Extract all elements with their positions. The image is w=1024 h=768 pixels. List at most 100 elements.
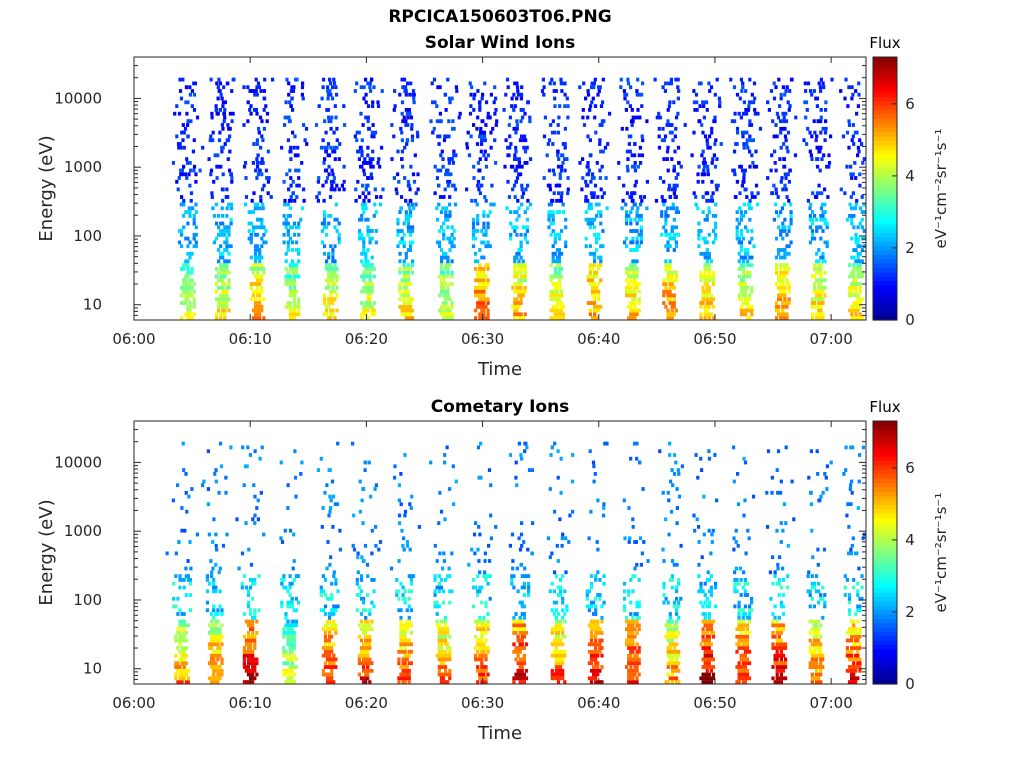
spectrogram-cell: [398, 289, 402, 294]
spectrogram-cell: [366, 646, 370, 650]
spectrogram-cell: [287, 187, 291, 192]
spectrogram-cell: [824, 100, 828, 105]
spectrogram-cell: [296, 600, 301, 605]
spectrogram-cell: [601, 77, 605, 82]
spectrogram-cell: [599, 187, 603, 192]
spectrogram-cell: [473, 92, 477, 97]
spectrogram-cell: [362, 251, 366, 256]
spectrogram-cell: [515, 232, 519, 237]
spectrogram-cell: [516, 649, 520, 654]
spectrogram-cell: [402, 308, 406, 313]
spectrogram-cell: [325, 566, 329, 571]
spectrogram-cell: [441, 206, 445, 211]
spectrogram-cell: [249, 104, 253, 108]
spectrogram-cell: [557, 210, 562, 214]
spectrogram-cell: [237, 566, 241, 571]
spectrogram-cell: [244, 653, 248, 658]
spectrogram-cell: [407, 623, 411, 628]
spectrogram-cell: [781, 111, 785, 116]
spectrogram-cell: [488, 574, 492, 578]
spectrogram-cell: [480, 229, 484, 233]
spectrogram-cell: [332, 77, 336, 82]
spectrogram-cell: [322, 221, 327, 226]
spectrogram-cell: [329, 297, 333, 302]
spectrogram-cell: [389, 566, 394, 571]
spectrogram-cell: [668, 301, 672, 305]
spectrogram-cell: [702, 104, 706, 108]
spectrogram-cell: [707, 251, 711, 256]
spectrogram-cell: [668, 267, 672, 271]
spectrogram-cell: [283, 198, 287, 203]
spectrogram-cell: [330, 649, 334, 654]
spectrogram-cell: [366, 176, 370, 180]
spectrogram-cell: [671, 206, 675, 211]
spectrogram-cell: [513, 301, 517, 305]
colorbar-segment: [873, 122, 897, 128]
spectrogram-cell: [409, 589, 413, 594]
spectrogram-cell: [242, 649, 246, 654]
spectrogram-cell: [444, 210, 448, 214]
spectrogram-cell: [359, 661, 364, 666]
spectrogram-cell: [813, 297, 817, 302]
spectrogram-cell: [223, 225, 227, 230]
spectrogram-cell: [557, 259, 562, 264]
spectrogram-cell: [480, 672, 484, 677]
spectrogram-cell: [779, 312, 783, 317]
spectrogram-cell: [714, 236, 718, 241]
spectrogram-cell: [400, 111, 404, 116]
spectrogram-cell: [781, 229, 785, 233]
spectrogram-cell: [223, 259, 227, 264]
spectrogram-cell: [188, 312, 192, 317]
spectrogram-cell: [779, 130, 783, 135]
spectrogram-cell: [448, 214, 452, 218]
spectrogram-cell: [804, 100, 809, 105]
spectrogram-cell: [783, 285, 787, 290]
spectrogram-cell: [408, 502, 412, 507]
spectrogram-cell: [358, 479, 362, 484]
spectrogram-cell: [286, 623, 290, 628]
spectrogram-cell: [288, 274, 292, 279]
spectrogram-cell: [860, 274, 864, 279]
spectrogram-cell: [819, 214, 823, 218]
spectrogram-cell: [633, 248, 637, 252]
spectrogram-cell: [785, 195, 789, 199]
spectrogram-cell: [444, 312, 448, 317]
spectrogram-cell: [478, 100, 482, 105]
spectrogram-cell: [636, 108, 640, 112]
spectrogram-cell: [403, 668, 407, 673]
spectrogram-cell: [662, 225, 666, 230]
spectrogram-cell: [817, 81, 821, 86]
spectrogram-cell: [748, 316, 752, 320]
spectrogram-cell: [703, 161, 707, 165]
spectrogram-cell: [407, 661, 411, 666]
spectrogram-cell: [860, 270, 864, 275]
spectrogram-cell: [444, 274, 448, 279]
spectrogram-cell: [437, 521, 441, 525]
spectrogram-cell: [227, 259, 231, 264]
spectrogram-cell: [809, 202, 813, 207]
spectrogram-cell: [521, 263, 525, 267]
spectrogram-cell: [205, 600, 209, 605]
spectrogram-cell: [246, 619, 251, 624]
spectrogram-cell: [433, 100, 437, 105]
spectrogram-cell: [367, 161, 371, 165]
spectrogram-cell: [525, 217, 529, 222]
spectrogram-cell: [588, 278, 592, 283]
spectrogram-cell: [478, 289, 482, 294]
spectrogram-cell: [408, 92, 412, 97]
spectrogram-cell: [332, 665, 336, 669]
spectrogram-cell: [514, 475, 518, 480]
spectrogram-cell: [786, 172, 790, 177]
spectrogram-cell: [251, 653, 255, 658]
spectrogram-cell: [774, 236, 779, 241]
spectrogram-cell: [402, 77, 407, 82]
spectrogram-cell: [188, 282, 192, 286]
spectrogram-cell: [255, 506, 259, 510]
spectrogram-cell: [520, 623, 524, 628]
spectrogram-cell: [664, 221, 668, 226]
spectrogram-cell: [286, 229, 290, 233]
spectrogram-cell: [186, 210, 190, 214]
spectrogram-cell: [227, 244, 231, 249]
spectrogram-cell: [360, 274, 364, 279]
spectrogram-cell: [253, 578, 257, 582]
